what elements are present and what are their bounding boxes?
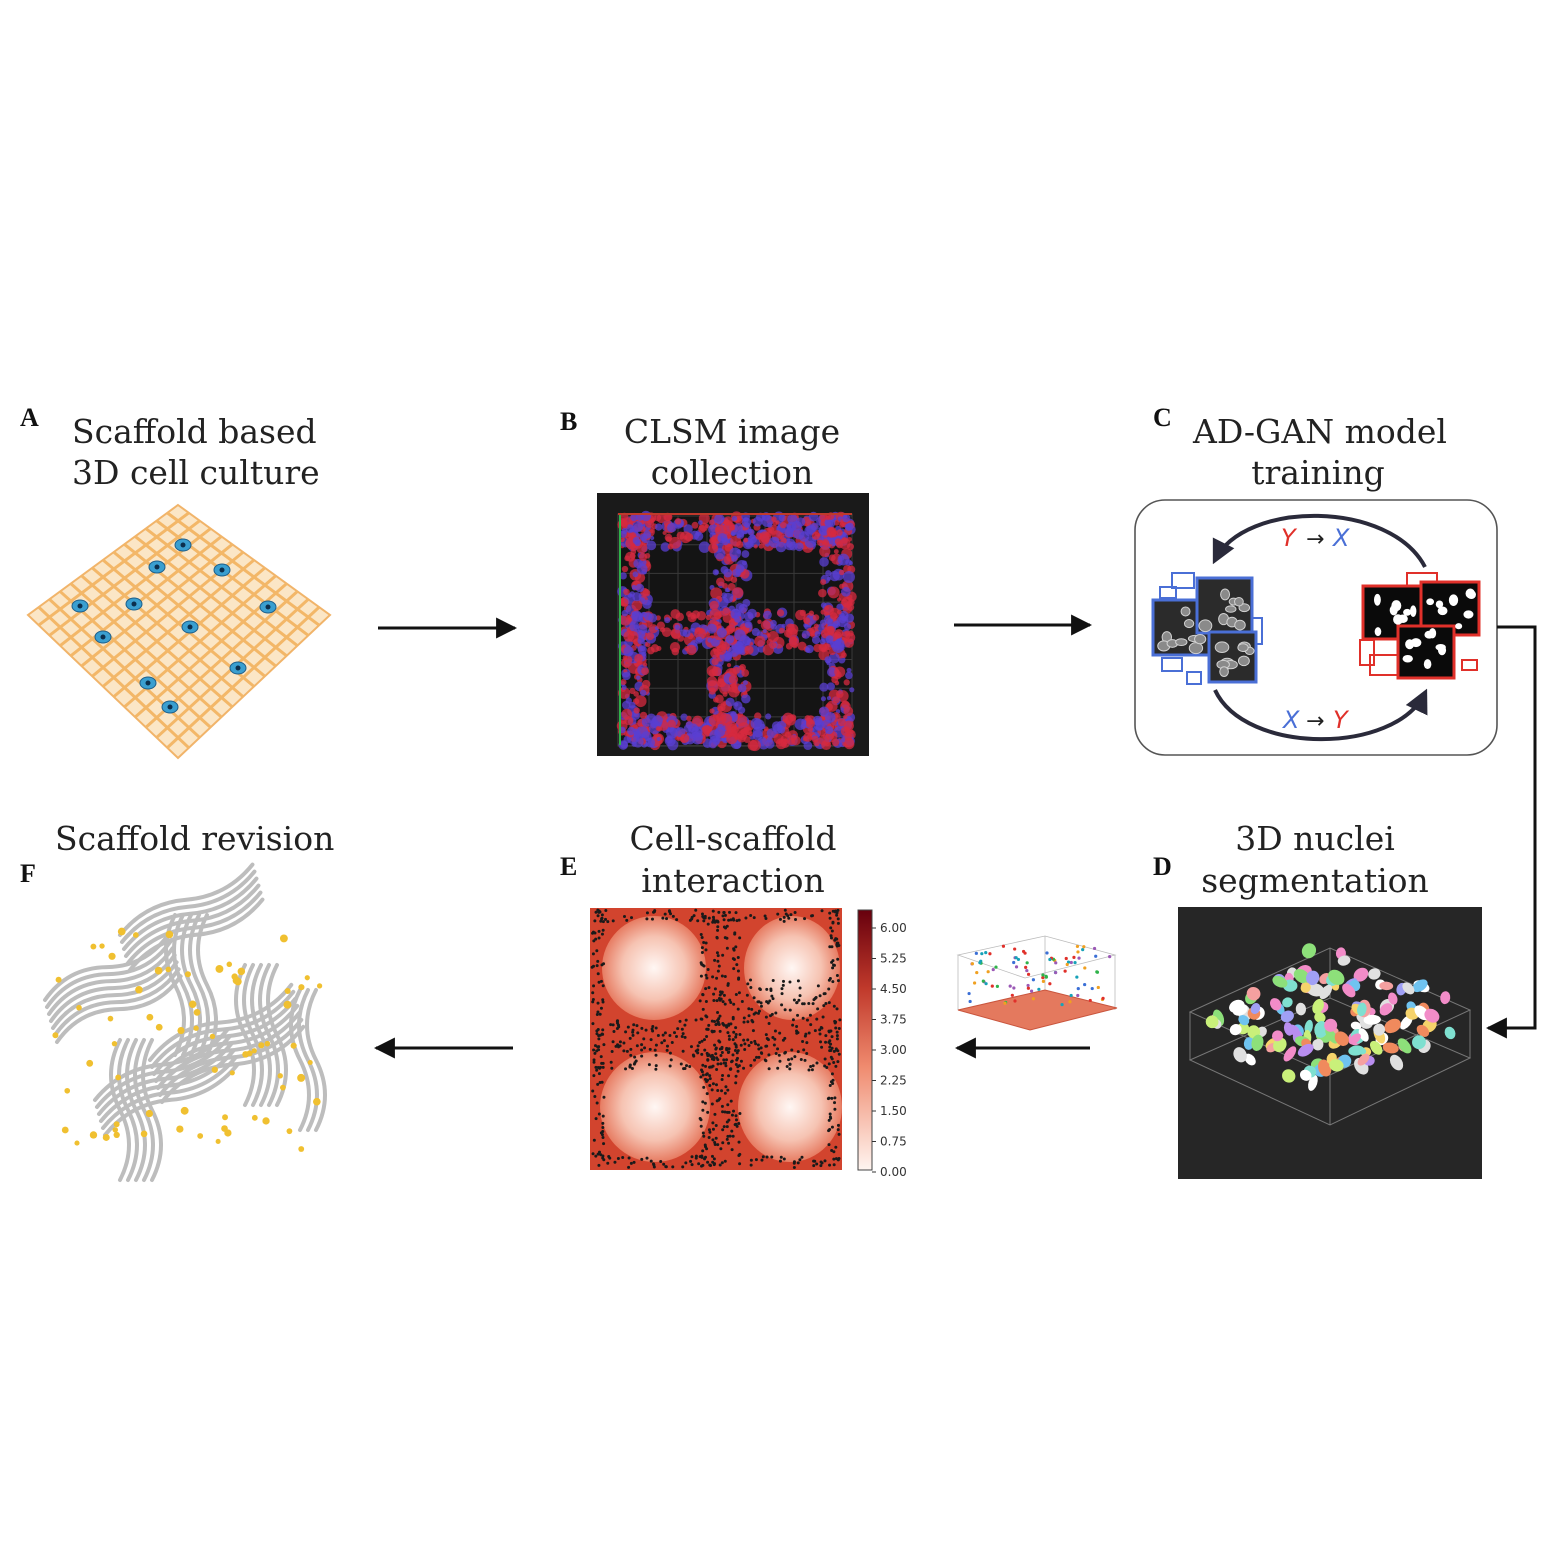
panel-a-title-line1: Scaffold based bbox=[72, 412, 317, 451]
panel-b-title-line1: CLSM image bbox=[624, 412, 840, 451]
panel-b: B CLSM image collection bbox=[560, 407, 869, 756]
label-arrow-top: → bbox=[1306, 527, 1324, 552]
panel-d: D 3D nuclei segmentation bbox=[1153, 819, 1482, 1179]
label-y-bottom: Y bbox=[1333, 706, 1350, 734]
colorbar-tick-label: 2.25 bbox=[880, 1074, 907, 1088]
scaffold-lattice-illustration bbox=[26, 503, 332, 760]
panel-c-title-line2: training bbox=[1251, 453, 1384, 492]
panel-e-letter: E bbox=[560, 852, 577, 881]
colorbar-tick-label: 4.50 bbox=[880, 982, 907, 996]
panel-f-title: Scaffold revision bbox=[55, 819, 334, 858]
panel-f: F Scaffold revision bbox=[20, 819, 334, 1182]
density-heatmap bbox=[590, 908, 842, 1170]
label-x-bottom: X bbox=[1281, 706, 1300, 734]
segmentation-render bbox=[1178, 907, 1482, 1179]
colorbar-tick-label: 3.00 bbox=[880, 1043, 907, 1057]
colorbar-tick-label: 6.00 bbox=[880, 921, 907, 935]
colorbar-tick-label: 1.50 bbox=[880, 1104, 907, 1118]
panel-d-letter: D bbox=[1153, 852, 1172, 881]
cycle-arrow-top bbox=[1212, 513, 1427, 568]
panel-c-letter: C bbox=[1153, 403, 1172, 432]
panel-a-letter: A bbox=[20, 403, 39, 432]
panel-b-title-line2: collection bbox=[651, 453, 813, 492]
panel-b-letter: B bbox=[560, 407, 577, 436]
label-x-top: X bbox=[1331, 524, 1350, 552]
domain-x-images bbox=[1151, 572, 1263, 685]
panel-a-title-line2: 3D cell culture bbox=[72, 453, 320, 492]
clsm-image bbox=[597, 493, 869, 756]
panel-d-title-line2: segmentation bbox=[1201, 861, 1429, 900]
cycle-arrow-bottom bbox=[1213, 688, 1428, 742]
top-arrow-label: Y → X bbox=[1281, 524, 1350, 552]
colorbar-tick-label: 5.25 bbox=[880, 952, 907, 966]
bottom-arrow-label: X → Y bbox=[1281, 706, 1350, 734]
revised-scaffold-illustration bbox=[43, 862, 327, 1182]
panel-f-letter: F bbox=[20, 859, 36, 888]
colorbar: 6.00 5.25 4.50 3.75 3.00 2.25 1.50 0.75 0.00 bbox=[857, 909, 907, 1179]
panel-c: C AD-GAN model training Y → X X → Y bbox=[1134, 403, 1498, 756]
colorbar-tick-label: 3.75 bbox=[880, 1013, 907, 1027]
colorbar-tick-label: 0.75 bbox=[880, 1135, 907, 1149]
label-arrow-bottom: → bbox=[1306, 709, 1324, 734]
colorbar-tick-label: 0.00 bbox=[880, 1165, 907, 1179]
panel-d-title-line1: 3D nuclei bbox=[1235, 819, 1395, 858]
panel-e-title-line1: Cell-scaffold bbox=[629, 819, 836, 858]
surface-plot-thumbnail bbox=[956, 935, 1118, 1031]
panel-e-title-line2: interaction bbox=[641, 861, 824, 900]
panel-c-title-line1: AD-GAN model bbox=[1192, 412, 1447, 451]
domain-y-masks bbox=[1359, 572, 1481, 680]
panel-e: E Cell-scaffold interaction 6.00 5.25 4.50… bbox=[560, 819, 907, 1179]
arrow-c-to-d bbox=[1485, 625, 1537, 1039]
label-y-top: Y bbox=[1281, 524, 1298, 552]
panel-a: A Scaffold based 3D cell culture bbox=[20, 403, 332, 760]
